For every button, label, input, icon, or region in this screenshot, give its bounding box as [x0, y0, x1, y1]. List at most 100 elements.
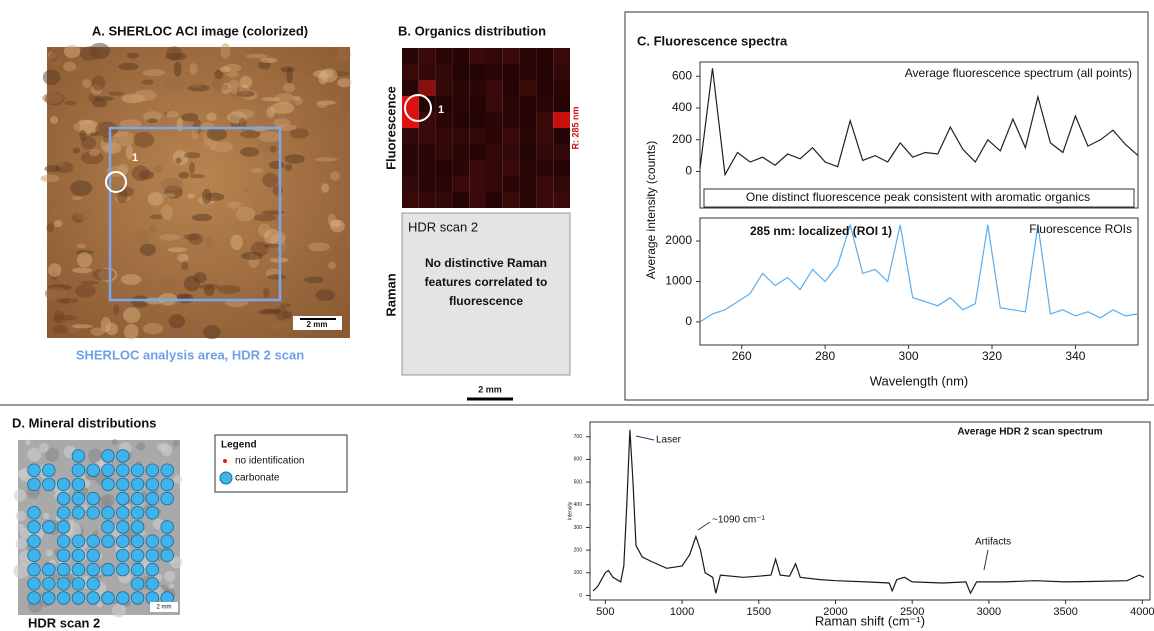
- texture-spot: [27, 447, 42, 462]
- texture-spot: [314, 157, 338, 162]
- annotation-arrow: [983, 549, 989, 571]
- map-cell: [402, 160, 419, 176]
- texture-spot: [204, 308, 225, 324]
- texture-spot: [181, 112, 199, 122]
- texture-spot: [262, 172, 279, 188]
- texture-spot: [163, 193, 176, 198]
- texture-spot: [284, 164, 293, 171]
- carbonate-point: [86, 506, 100, 520]
- map-cell: [486, 64, 503, 80]
- texture-spot: [80, 280, 99, 285]
- raman-box: [401, 212, 571, 376]
- map-cell: [452, 144, 470, 160]
- carbonate-point: [160, 463, 174, 477]
- map-cell: [402, 96, 419, 112]
- texture-spot: [206, 127, 228, 141]
- x-tick-label: 320: [982, 349, 1002, 363]
- texture-spot: [147, 192, 164, 206]
- map-cell: [435, 128, 453, 144]
- map-cell: [553, 64, 570, 80]
- texture-spot: [268, 160, 285, 170]
- map-cell: [536, 176, 554, 192]
- carbonate-point: [27, 591, 41, 605]
- annotation: One distinct fluorescence peak consisten…: [746, 190, 1090, 204]
- carbonate-point: [145, 577, 160, 591]
- map-cell: [486, 48, 503, 64]
- map-cell: [486, 160, 503, 176]
- roi-circle: [105, 171, 127, 193]
- annotation-box: [703, 188, 1135, 208]
- texture-spot: [44, 287, 68, 301]
- texture-spot: [168, 314, 186, 329]
- carbonate-point: [71, 534, 86, 548]
- carbonate-point: [160, 491, 174, 506]
- texture-spot: [79, 129, 87, 142]
- map-cell: [536, 48, 554, 64]
- carbonate-point: [42, 477, 56, 492]
- texture-spot: [90, 327, 106, 336]
- roi-circle: [404, 94, 432, 122]
- map-cell: [536, 64, 554, 80]
- map-cell: [418, 176, 436, 192]
- texture-spot: [267, 243, 289, 259]
- texture-spot: [214, 69, 224, 80]
- texture-spot: [178, 171, 190, 179]
- plot-frame: [699, 61, 1139, 209]
- roi-label: 1: [132, 152, 138, 164]
- map-cell: [553, 112, 570, 128]
- texture-spot: [188, 161, 196, 175]
- texture-spot: [45, 447, 60, 462]
- texture-spot: [189, 174, 206, 179]
- carbonate-point: [56, 591, 71, 605]
- texture-spot: [165, 52, 187, 61]
- carbonate-point: [130, 577, 145, 591]
- carbonate-point: [42, 562, 56, 577]
- texture-spot: [211, 141, 233, 153]
- texture-spot: [40, 174, 60, 183]
- carbonate-point: [160, 548, 174, 563]
- texture-spot: [261, 97, 281, 102]
- carbonate-point: [42, 591, 56, 605]
- texture-spot: [73, 120, 98, 133]
- raman-box-title: HDR scan 2: [408, 219, 478, 234]
- legend-label: Fluorescence ROIs: [1029, 222, 1132, 236]
- carbonate-point: [130, 477, 145, 492]
- map-cell: [486, 192, 503, 208]
- map-cell: [502, 96, 520, 112]
- annotation: Artifacts: [975, 537, 1011, 548]
- texture-spot: [39, 442, 49, 453]
- carbonate-point: [130, 463, 145, 477]
- map-cell: [452, 96, 470, 112]
- y-tick-label: 100: [574, 570, 583, 576]
- texture-spot: [92, 268, 116, 281]
- series-line: [699, 222, 1139, 323]
- texture-spot: [173, 61, 182, 77]
- texture-spot: [168, 583, 175, 589]
- map-cell: [452, 80, 470, 96]
- texture-spot: [160, 204, 173, 221]
- texture-spot: [280, 303, 291, 308]
- y-axis-label: Intensity: [567, 501, 573, 520]
- map-cell: [402, 48, 419, 64]
- annotation: Laser: [656, 435, 682, 446]
- x-tick-label: 2000: [823, 606, 847, 618]
- map-cell: [469, 80, 486, 96]
- map-cell: [486, 176, 503, 192]
- texture-spot: [131, 295, 150, 308]
- y-tick-label: 600: [574, 457, 583, 463]
- carbonate-point: [160, 520, 174, 534]
- channel-label: R: 285 nm: [570, 106, 580, 149]
- texture-spot: [242, 188, 251, 193]
- texture-spot: [71, 196, 83, 201]
- map-cell: [502, 128, 520, 144]
- map-cell: [502, 64, 520, 80]
- texture-spot: [230, 87, 238, 94]
- scale-label: 2 mm: [307, 320, 328, 329]
- y-axis-label: Average intensity (counts): [644, 141, 658, 280]
- texture-spot: [184, 152, 201, 159]
- texture-spot: [125, 145, 134, 160]
- carbonate-point: [56, 562, 71, 577]
- carbonate-point: [130, 548, 145, 563]
- texture-spot: [284, 154, 305, 164]
- texture-spot: [312, 69, 334, 78]
